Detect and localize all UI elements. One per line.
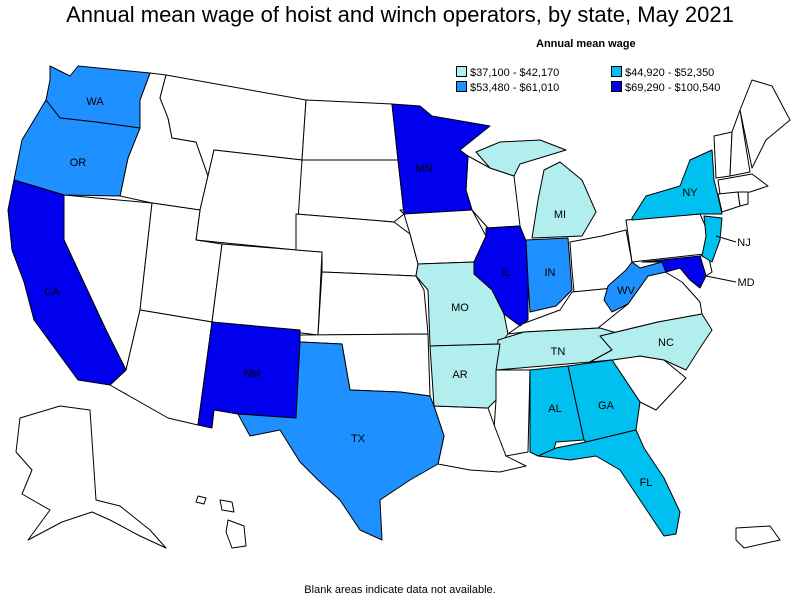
label-MD: MD [737, 277, 754, 289]
state-CO [211, 243, 323, 336]
state-TX [237, 341, 445, 541]
state-NY [631, 149, 723, 221]
state-MI [475, 139, 597, 239]
state-FL [537, 429, 681, 537]
state-MN [391, 103, 491, 215]
label-GA: GA [598, 400, 615, 412]
legend-title: Annual mean wage [536, 38, 636, 50]
legend-item-tier2: $44,920 - $52,350 [611, 66, 714, 79]
state-NJ [701, 215, 723, 263]
state-NC [589, 313, 713, 371]
label-TX: TX [351, 433, 366, 445]
state-MD [641, 255, 707, 289]
legend-item-tier3: $53,480 - $61,010 [456, 81, 559, 94]
label-NY: NY [682, 187, 698, 199]
label-WA: WA [86, 96, 104, 108]
legend-label-tier1: $37,100 - $42,170 [470, 67, 560, 79]
state-MA [717, 173, 769, 195]
legend-label-tier3: $53,480 - $61,010 [470, 82, 560, 94]
label-MO: MO [451, 302, 469, 314]
state-HI [195, 495, 247, 549]
label-IL: IL [501, 267, 510, 279]
state-SD [295, 159, 405, 223]
label-IN: IN [545, 267, 556, 279]
footnote: Blank areas indicate data not available. [304, 584, 496, 596]
state-VT [713, 131, 733, 179]
state-WY [195, 149, 303, 251]
leader-MD [705, 275, 737, 283]
territory-PR [735, 525, 781, 549]
state-ME [739, 79, 791, 169]
label-NM: NM [243, 368, 260, 380]
state-ND [301, 99, 399, 161]
state-IN [525, 237, 573, 313]
label-NJ: NJ [737, 237, 750, 249]
state-RI [737, 191, 749, 207]
state-CA [7, 179, 127, 386]
state-PA [625, 213, 709, 263]
label-MI: MI [554, 209, 566, 221]
legend-label-tier4: $69,290 - $100,540 [625, 82, 721, 94]
leader-NJ [715, 235, 737, 243]
label-WV: WV [617, 285, 635, 297]
state-MO [415, 261, 509, 347]
legend-swatch-tier4 [611, 81, 622, 92]
legend-swatch-tier3 [456, 81, 467, 92]
legend-swatch-tier2 [611, 66, 622, 77]
label-CA: CA [44, 286, 60, 298]
state-AK [15, 405, 167, 549]
label-NC: NC [658, 337, 674, 349]
state-NH [729, 109, 751, 177]
label-MN: MN [415, 163, 432, 175]
legend-item-tier4: $69,290 - $100,540 [611, 81, 720, 94]
state-KS [317, 271, 429, 336]
legend-item-tier1: $37,100 - $42,170 [456, 66, 559, 79]
legend-swatch-tier1 [456, 66, 467, 77]
label-TN: TN [551, 346, 566, 358]
label-FL: FL [640, 477, 653, 489]
label-AR: AR [452, 369, 467, 381]
state-OR [13, 99, 141, 197]
legend-label-tier2: $44,920 - $52,350 [625, 67, 715, 79]
label-AL: AL [548, 403, 561, 415]
map-title: Annual mean wage of hoist and winch oper… [66, 2, 734, 27]
label-OR: OR [70, 157, 87, 169]
